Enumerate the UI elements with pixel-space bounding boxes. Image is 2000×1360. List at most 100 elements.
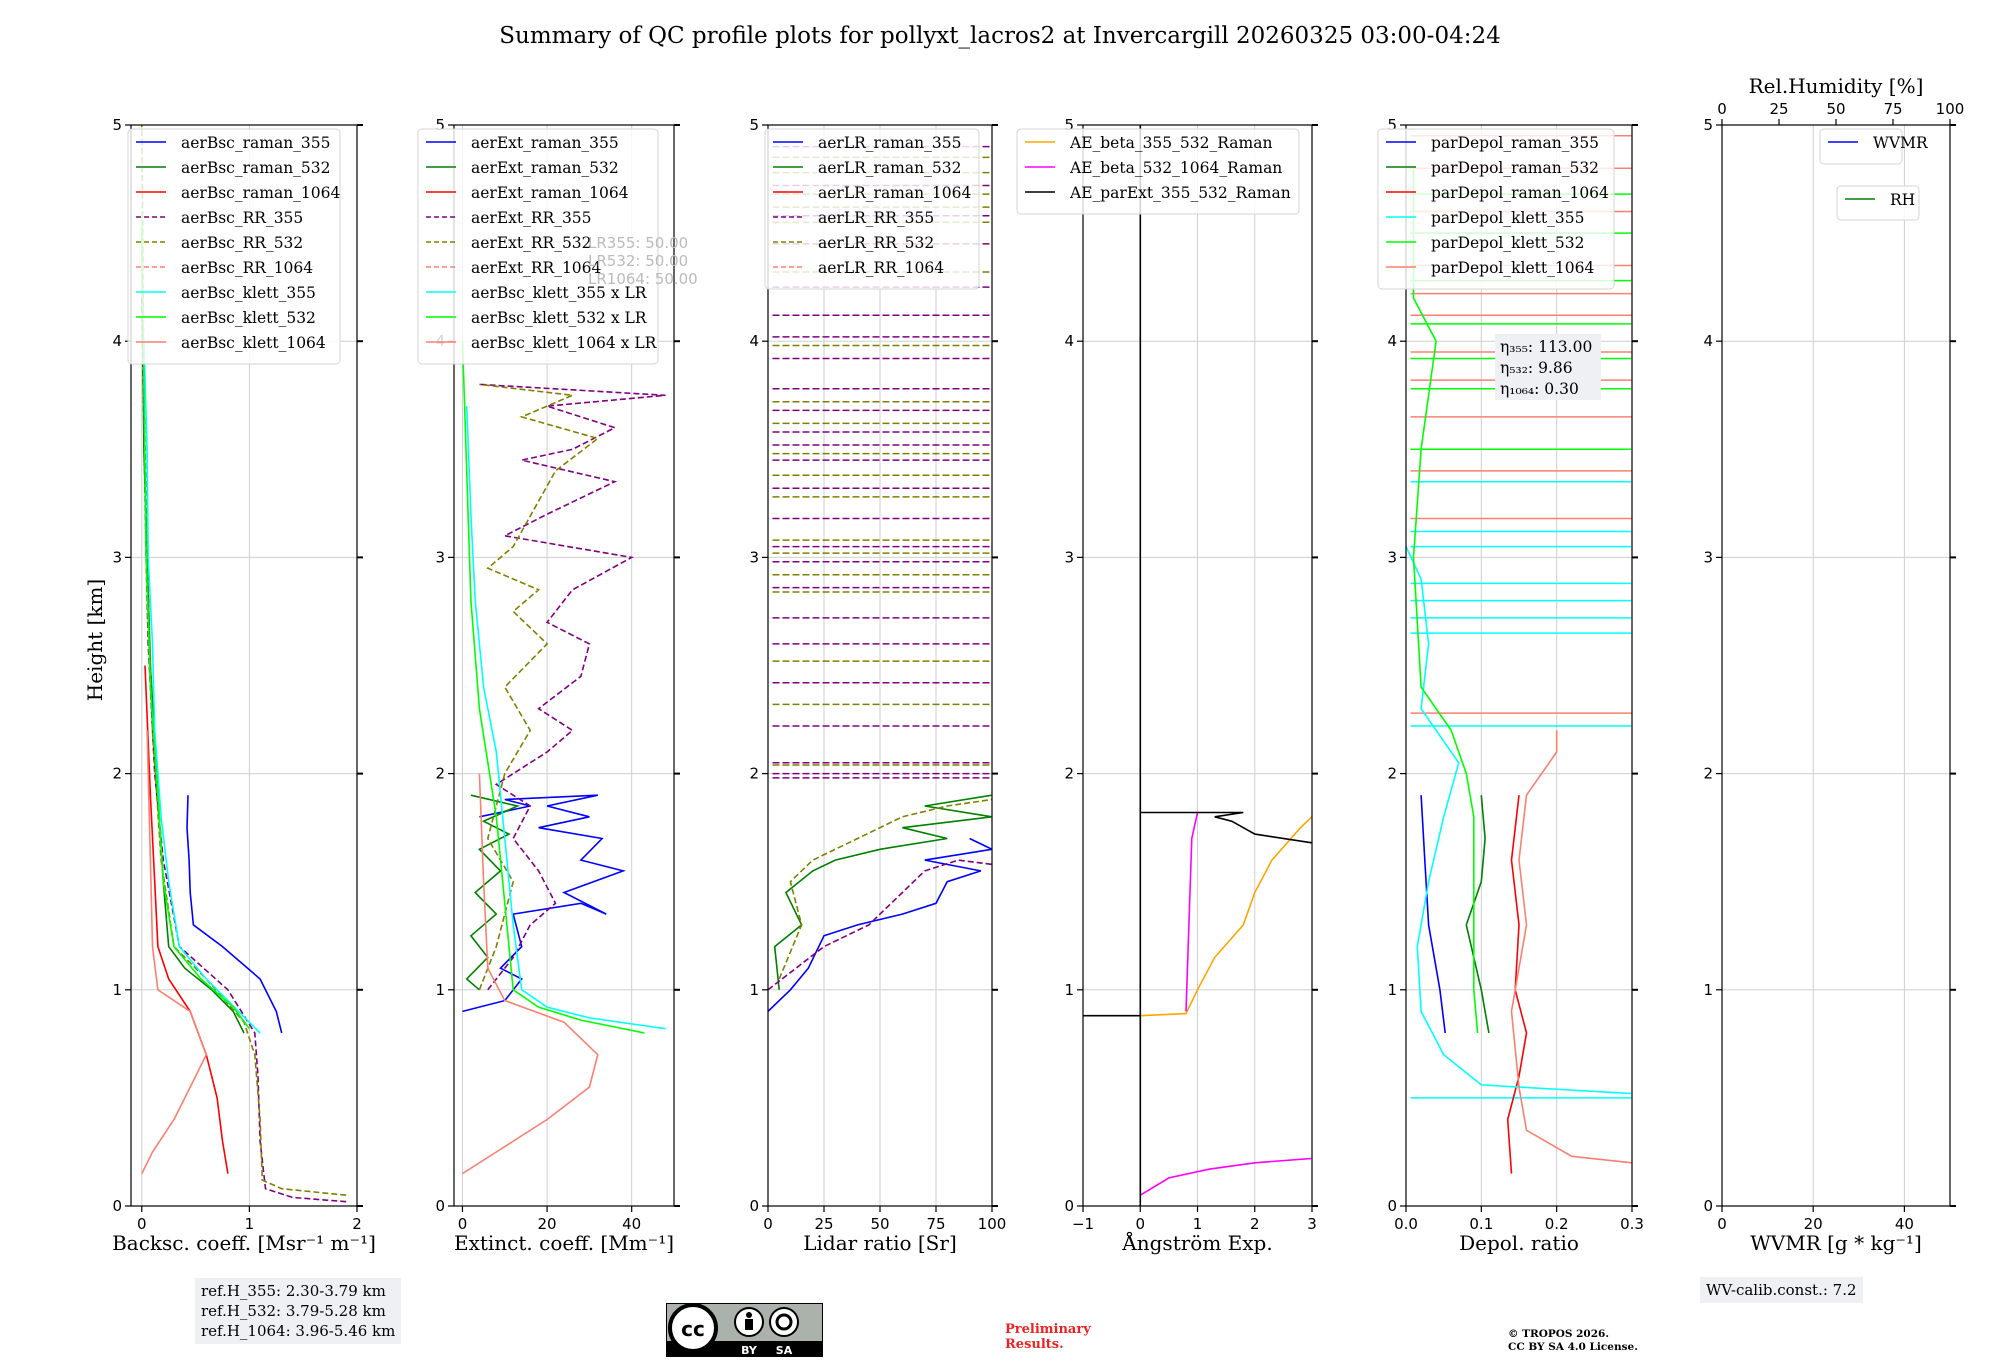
legend-wv: WVMR RH xyxy=(1819,128,1929,221)
series-line-blue xyxy=(462,794,626,1013)
y-tick-label: 4 xyxy=(1387,332,1397,350)
series-line-lime xyxy=(461,341,645,1034)
legend-label: aerBsc_raman_1064 xyxy=(181,184,341,202)
x-tick-label: 1 xyxy=(245,1215,255,1233)
y-tick-label: 1 xyxy=(112,981,122,999)
x-tick-label: −1 xyxy=(1072,1215,1094,1233)
x-axis-label: Depol. ratio xyxy=(1459,1231,1579,1255)
y-axis-label: Height [km] xyxy=(83,579,107,701)
ref-height-355: ref.H_355: 2.30-3.79 km xyxy=(201,1282,386,1300)
series-line-olive xyxy=(478,383,600,991)
legend-label: aerLR_RR_355 xyxy=(818,209,934,227)
y-tick-label: 3 xyxy=(749,548,759,566)
y-tick-label: 5 xyxy=(1387,116,1397,134)
ref-height-532: ref.H_532: 3.79-5.28 km xyxy=(201,1302,386,1320)
panel-depol: 0 1 2 3 4 5 0.0 0.1 0.2 0.3 Depol. ratio parDepol_r… xyxy=(1377,116,1644,1255)
y-tick-label: 2 xyxy=(749,765,759,783)
x-tick-label: 1 xyxy=(1193,1215,1203,1233)
plot-frame xyxy=(130,124,358,1207)
by-person-head-icon xyxy=(746,1312,752,1318)
series-line-blue xyxy=(186,795,283,1034)
wv-calibration-box: WV-calib.const.: 7.2 xyxy=(1700,1277,1863,1303)
x-axis-label: Backsc. coeff. [Msr⁻¹ m⁻¹] xyxy=(112,1231,376,1255)
data-layer-depol xyxy=(1406,135,1632,1174)
legend-label: aerExt_raman_355 xyxy=(471,134,619,152)
y-tick-label: 0 xyxy=(435,1197,445,1215)
series-line-green xyxy=(773,794,992,990)
series-line-blue xyxy=(768,837,992,1012)
legend-depol: parDepol_raman_355 parDepol_raman_532 parD… xyxy=(1377,128,1615,290)
legend-label: aerBsc_klett_532 x LR xyxy=(471,309,648,327)
series-line-red xyxy=(144,665,229,1174)
y-tick-label: 4 xyxy=(1064,332,1074,350)
legend-box xyxy=(1819,128,1903,165)
x-tick-label: 40 xyxy=(1895,1215,1914,1233)
x-axis-label: Lidar ratio [Sr] xyxy=(803,1231,957,1255)
series-line-orange xyxy=(1140,816,1312,1017)
x-tick-label: 0.1 xyxy=(1469,1215,1493,1233)
x2-tick-label: 0 xyxy=(1717,100,1727,118)
sa-share-icon xyxy=(769,1307,799,1337)
x-axis-label: Extinct. coeff. [Mm⁻¹] xyxy=(454,1231,674,1255)
x2-tick-label: 100 xyxy=(1936,100,1965,118)
x-axis-label: WVMR [g * kg⁻¹] xyxy=(1750,1231,1922,1255)
x2-tick-label: 25 xyxy=(1769,100,1788,118)
data-layer-ae xyxy=(1083,125,1312,1206)
legend2-box xyxy=(1836,185,1920,221)
y-tick-label: 1 xyxy=(1703,981,1713,999)
series-line-lime xyxy=(141,211,251,1030)
series-line-olive xyxy=(778,798,992,980)
y-tick-label: 1 xyxy=(1064,981,1074,999)
y-tick-label: 3 xyxy=(435,548,445,566)
legend-label: parDepol_raman_532 xyxy=(1431,159,1599,177)
eta-value: η₃₅₅: 113.00 xyxy=(1500,338,1592,356)
plot-frame xyxy=(453,124,675,1207)
legend-label: aerExt_RR_355 xyxy=(471,209,592,227)
x-tick-label: 20 xyxy=(538,1215,557,1233)
legend-label: parDepol_klett_532 xyxy=(1431,234,1584,252)
y-tick-label: 3 xyxy=(1703,548,1713,566)
legend-label: aerLR_RR_532 xyxy=(818,234,934,252)
plot-frame xyxy=(1405,124,1633,1207)
legend-label: parDepol_raman_355 xyxy=(1431,134,1599,152)
legend-box xyxy=(127,128,341,365)
cc-by-sa-license-icon[interactable]: cc BY SA xyxy=(666,1303,823,1357)
x-tick-label: 20 xyxy=(1804,1215,1823,1233)
legend-box xyxy=(764,128,980,290)
hidden-lidar-ratio-text: LR532: 50.00 xyxy=(588,252,688,270)
x2-axis-label: Rel.Humidity [%] xyxy=(1749,74,1924,98)
x-tick-label: 0 xyxy=(1135,1215,1145,1233)
y-tick-label: 2 xyxy=(1387,765,1397,783)
y-tick-label: 5 xyxy=(1064,116,1074,134)
series-line-salmon xyxy=(1510,730,1632,1164)
legend-label: AE_parExt_355_532_Raman xyxy=(1069,184,1291,202)
y-tick-label: 0 xyxy=(1387,1197,1397,1215)
y-tick-label: 5 xyxy=(112,116,122,134)
plot-frame xyxy=(1721,124,1951,1207)
y-tick-label: 0 xyxy=(112,1197,122,1215)
series-line-cyan xyxy=(143,341,261,1034)
series-line-lime xyxy=(1412,168,1479,1034)
x-tick-label: 0 xyxy=(137,1215,147,1233)
hidden-lidar-ratio-text: LR1064: 50.00 xyxy=(588,270,698,288)
y-tick-label: 4 xyxy=(112,332,122,350)
legend-label: aerLR_raman_532 xyxy=(818,159,961,177)
legend-label: parDepol_klett_1064 xyxy=(1431,259,1594,277)
x-axis-label: Ångström Exp. xyxy=(1121,1230,1272,1255)
cc-glyph-icon: cc xyxy=(681,1317,705,1341)
legend-ext: aerExt_raman_355 aerExt_raman_532 aerExt_r… xyxy=(417,128,659,365)
x-tick-label: 0 xyxy=(458,1215,468,1233)
x-tick-label: 2 xyxy=(352,1215,362,1233)
x-tick-label: 0.0 xyxy=(1394,1215,1418,1233)
series-line-purple xyxy=(141,297,347,1203)
y-tick-label: 2 xyxy=(1703,765,1713,783)
eta-value: η₁₀₆₄: 0.30 xyxy=(1500,380,1579,398)
y-tick-label: 4 xyxy=(1703,332,1713,350)
by-label: BY xyxy=(741,1344,758,1357)
by-person-body-icon xyxy=(745,1319,753,1330)
x-tick-label: 0.2 xyxy=(1545,1215,1569,1233)
ref-height-1064: ref.H_1064: 3.96-5.46 km xyxy=(201,1322,396,1340)
copyright-notice: © TROPOS 2026. CC BY SA 4.0 License. xyxy=(1508,1328,1638,1353)
legend-label: aerBsc_klett_355 x LR xyxy=(471,284,648,302)
